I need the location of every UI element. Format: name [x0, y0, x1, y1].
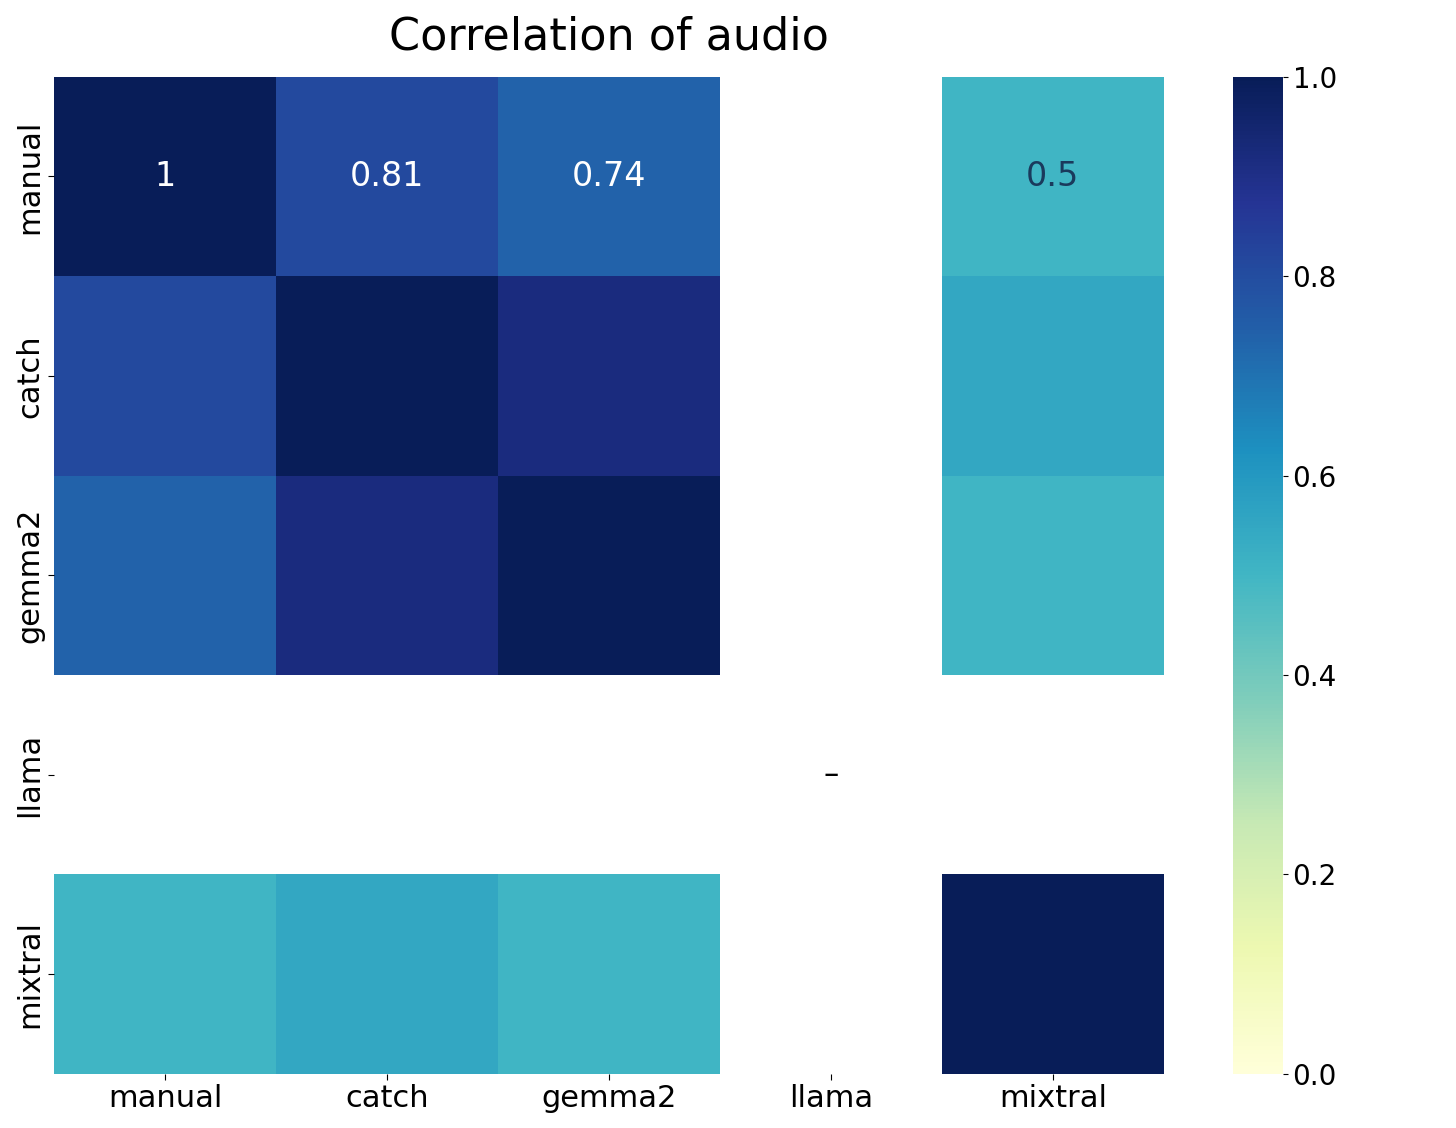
Text: 0.81: 0.81 — [349, 160, 424, 193]
Text: –: – — [823, 760, 839, 790]
Title: Correlation of audio: Correlation of audio — [389, 15, 828, 58]
Text: 0.5: 0.5 — [1026, 160, 1079, 193]
Text: 0.74: 0.74 — [572, 160, 646, 193]
Text: 1: 1 — [154, 160, 176, 193]
